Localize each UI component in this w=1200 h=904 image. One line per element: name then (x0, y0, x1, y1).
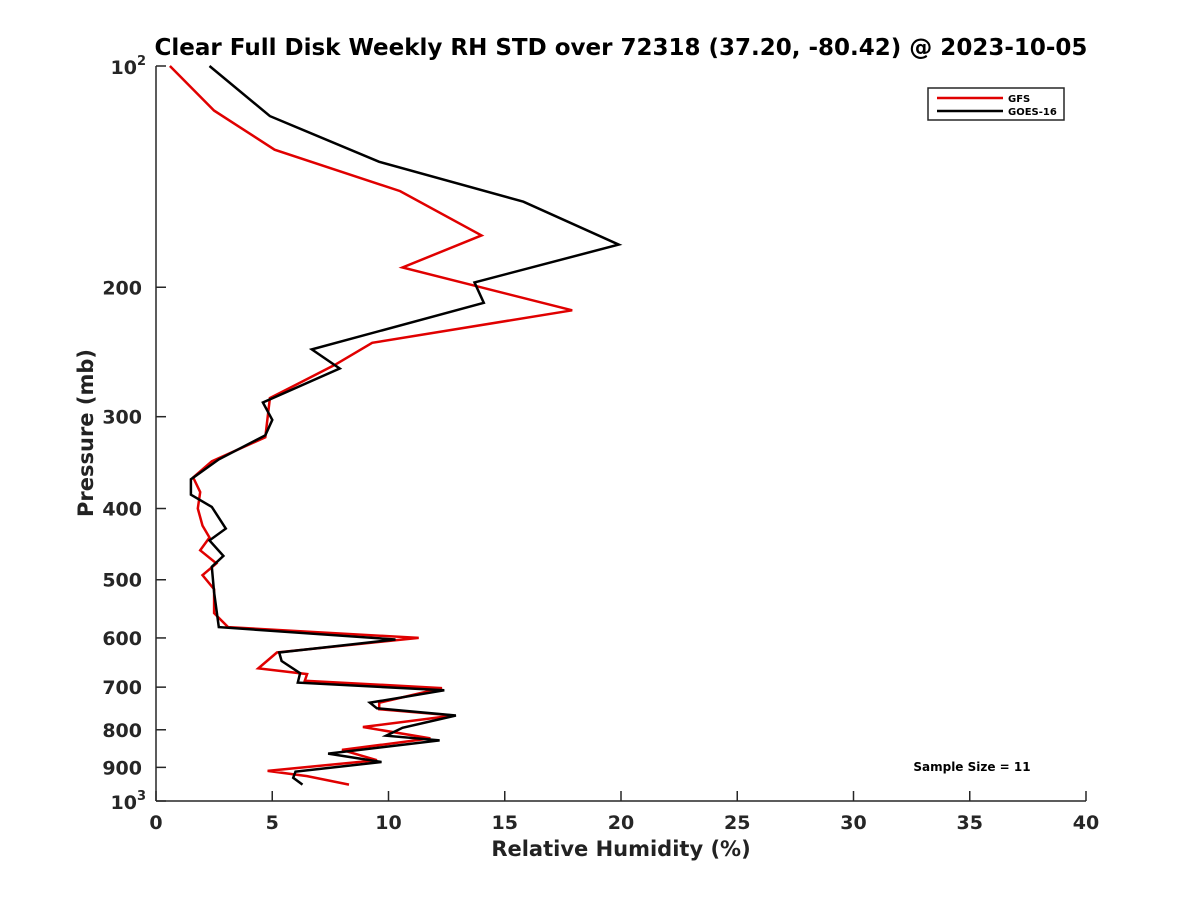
y-tick-label: 103 (111, 789, 147, 814)
x-tick-label: 35 (957, 812, 983, 834)
x-axis-label: Relative Humidity (%) (491, 837, 750, 861)
x-tick-label: 10 (375, 812, 401, 834)
y-tick-label: 500 (102, 570, 142, 592)
sample-size-annotation: Sample Size = 11 (913, 760, 1030, 774)
x-tick-label: 15 (492, 812, 518, 834)
y-tick-label: 800 (102, 720, 142, 742)
y-tick-base: 10 (111, 792, 137, 814)
y-tick-label: 700 (102, 677, 142, 699)
y-tick-label: 102 (111, 54, 147, 79)
y-tick-exponent: 2 (137, 54, 146, 69)
legend: GFS GOES-16 (927, 87, 1065, 121)
chart-title: Clear Full Disk Weekly RH STD over 72318… (155, 35, 1088, 61)
x-tick-label: 40 (1073, 812, 1099, 834)
x-tick-label: 30 (840, 812, 866, 834)
y-tick-base: 10 (111, 57, 137, 79)
y-tick-label: 400 (102, 499, 142, 521)
x-tick-label: 20 (608, 812, 634, 834)
legend-label-gfs: GFS (1008, 94, 1030, 105)
y-tick-label: 900 (102, 757, 142, 779)
y-tick-label: 200 (102, 277, 142, 299)
x-tick-label: 5 (266, 812, 279, 834)
x-tick-label: 25 (724, 812, 750, 834)
legend-box (927, 87, 1065, 121)
y-axis-label: Pressure (mb) (74, 349, 98, 517)
series-layer (169, 65, 623, 786)
y-tick-exponent: 3 (137, 789, 146, 804)
series-line-gfs (169, 65, 573, 786)
y-tick-label: 300 (102, 407, 142, 429)
x-tick-label: 0 (149, 812, 162, 834)
y-tick-label: 600 (102, 628, 142, 650)
legend-label-goes-16: GOES-16 (1008, 107, 1057, 118)
axes: 0 5 10 15 20 25 30 35 40102200300400500600700800… (102, 54, 1099, 834)
series-line-goes-16 (189, 65, 623, 786)
